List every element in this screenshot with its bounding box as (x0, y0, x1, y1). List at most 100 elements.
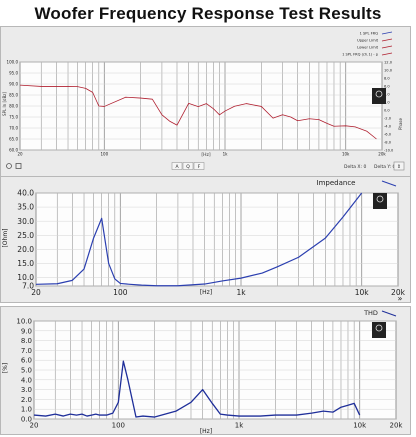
x-tick-label: 20k (378, 152, 386, 157)
x-tick-label: 100 (101, 152, 109, 157)
thd-icon-box[interactable] (372, 322, 386, 338)
y-tick-label: 40.0 (17, 189, 34, 198)
spl-x-unit: [Hz] (201, 152, 211, 158)
impedance-title: Impedance (317, 179, 356, 187)
figure-icon-head (375, 90, 383, 98)
y-tick-label: 65.0 (9, 136, 18, 141)
toolbar-button-label: F (198, 164, 201, 170)
phase-tick-label: -8.0 (384, 141, 392, 145)
x-tick-label: 1k (236, 288, 246, 297)
spl-y-axis-label: SPL In [dBz] (2, 92, 7, 116)
impedance-icon-box[interactable] (373, 193, 387, 209)
impedance-x-ticks: 20 100 1k 10k 20k (31, 288, 405, 297)
delta-y-readout: Delta Y: 0 (374, 164, 396, 170)
phase-tick-label: 0.0 (384, 109, 390, 113)
thd-grid (33, 320, 397, 420)
thd-title: THD (363, 309, 378, 317)
y-tick-label: 95.0 (9, 70, 18, 75)
y-tick-label: 3.0 (21, 386, 32, 394)
x-tick-label: 1k (223, 152, 229, 157)
phase-tick-label: 8.0 (384, 77, 390, 81)
x-tick-label: 100 (113, 288, 128, 297)
spl-toolbar: A Q F Delta X: 0 Delta Y: 0 ⇕ (6, 161, 405, 171)
delta-stepper[interactable] (393, 161, 405, 171)
legend-entry: Upper Limit (357, 39, 379, 43)
impedance-legend-swatch (381, 180, 397, 187)
figure-icon[interactable] (373, 193, 387, 209)
x-tick-label: 20 (31, 288, 41, 297)
x-tick-label: 10k (342, 152, 350, 157)
y-tick-label: 30.0 (17, 217, 34, 226)
impedance-y-ticks: 7.010.0 15.0 20.0 25.0 30.0 35.0 40.0 (17, 189, 34, 291)
legend-swatch (381, 31, 393, 35)
y-tick-label: 100.0 (7, 59, 19, 64)
y-tick-label: 9.0 (21, 327, 32, 335)
y-tick-label: 60.0 (9, 147, 18, 152)
x-tick-label: 10k (353, 422, 367, 430)
y-tick-label: 90.0 (9, 81, 18, 86)
y-tick-label: 1.0 (21, 406, 32, 414)
y-tick-label: 10.0 (16, 317, 32, 325)
legend-swatch (381, 52, 393, 56)
phase-tick-label: 6.0 (384, 85, 390, 89)
reset-icon[interactable] (6, 163, 12, 169)
y-tick-label: 35.0 (17, 203, 34, 212)
delta-stepper-glyph: ⇕ (397, 164, 401, 170)
series-line (35, 192, 363, 287)
legend-entry: Lower Limit (357, 46, 378, 50)
thd-legend-swatch (381, 310, 397, 317)
phase-tick-label: 12.0 (384, 61, 393, 65)
phase-axis-label: Phase (398, 117, 403, 129)
toolbar-button[interactable] (193, 162, 205, 170)
page-title: Woofer Frequency Response Test Results (34, 4, 382, 23)
zoom-box-icon[interactable] (15, 163, 22, 169)
delta-x-readout: Delta X: 0 (344, 164, 366, 170)
x-tick-label: 10k (355, 288, 370, 297)
thd-series (33, 360, 361, 418)
thd-y-axis-label: [%] (2, 363, 9, 373)
y-tick-label: 15.0 (17, 259, 34, 268)
collapse-chevron-icon[interactable]: » (398, 294, 403, 303)
spl-legend: 1 SPL FRQ Upper Limit Lower Limit 1 SPL FRQ… (342, 31, 393, 57)
spl-series (19, 84, 377, 140)
y-tick-label: 7.0 (21, 347, 32, 355)
y-tick-label: 85.0 (9, 92, 18, 97)
y-tick-label: 80.0 (9, 103, 18, 108)
x-tick-label: 100 (112, 422, 125, 430)
toolbar-button[interactable] (171, 162, 183, 170)
spl-icon-box[interactable] (372, 88, 386, 104)
spl-grid (19, 61, 383, 151)
phase-tick-label: 10.0 (384, 69, 393, 73)
series-line (33, 360, 361, 418)
legend-swatch (381, 45, 393, 49)
x-tick-label: 20k (391, 288, 406, 297)
y-tick-label: 7.0 (22, 282, 34, 291)
y-tick-label: 5.0 (21, 366, 32, 374)
y-tick-label: 8.0 (21, 337, 32, 345)
toolbar-button-label: Q (186, 164, 190, 170)
phase-tick-label: 4.0 (384, 93, 390, 97)
phase-tick-label: -10.0 (384, 149, 394, 153)
x-tick-label: 1k (235, 422, 244, 430)
toolbar-button-label: A (175, 164, 179, 170)
thd-x-ticks: 20 100 1k 10k 20k (30, 422, 404, 430)
legend-entry: 1 SPL FRQ (360, 32, 379, 36)
phase-ticks: 12.0 10.0 8.0 6.0 4.0 2.0 0.0 -2.0 -4.0 -6.0 -8.0 -… (384, 61, 394, 153)
phase-tick-label: -4.0 (384, 125, 392, 129)
toolbar-button[interactable] (182, 162, 194, 170)
spl-x-ticks: 20 100 1k 10k 20k (17, 152, 386, 157)
y-tick-label: 0.0 (21, 415, 32, 423)
phase-tick-label: -6.0 (384, 133, 392, 137)
phase-tick-label: 2.0 (384, 101, 390, 105)
figure-icon[interactable] (372, 88, 386, 104)
figure-icon[interactable] (372, 322, 386, 338)
x-tick-label: 20k (390, 422, 404, 430)
y-tick-label: 70.0 (9, 125, 18, 130)
y-tick-label: 20.0 (17, 245, 34, 254)
figure-icon-head (376, 195, 384, 203)
y-tick-label: 2.0 (21, 396, 32, 404)
legend-swatch (381, 38, 393, 42)
impedance-panel: Impedance 7.010.0 15.0 20.0 25.0 30.0 35.0 40.… (0, 176, 411, 303)
phase-tick-label: -2.0 (384, 117, 392, 121)
x-tick-label: 20 (30, 422, 39, 430)
